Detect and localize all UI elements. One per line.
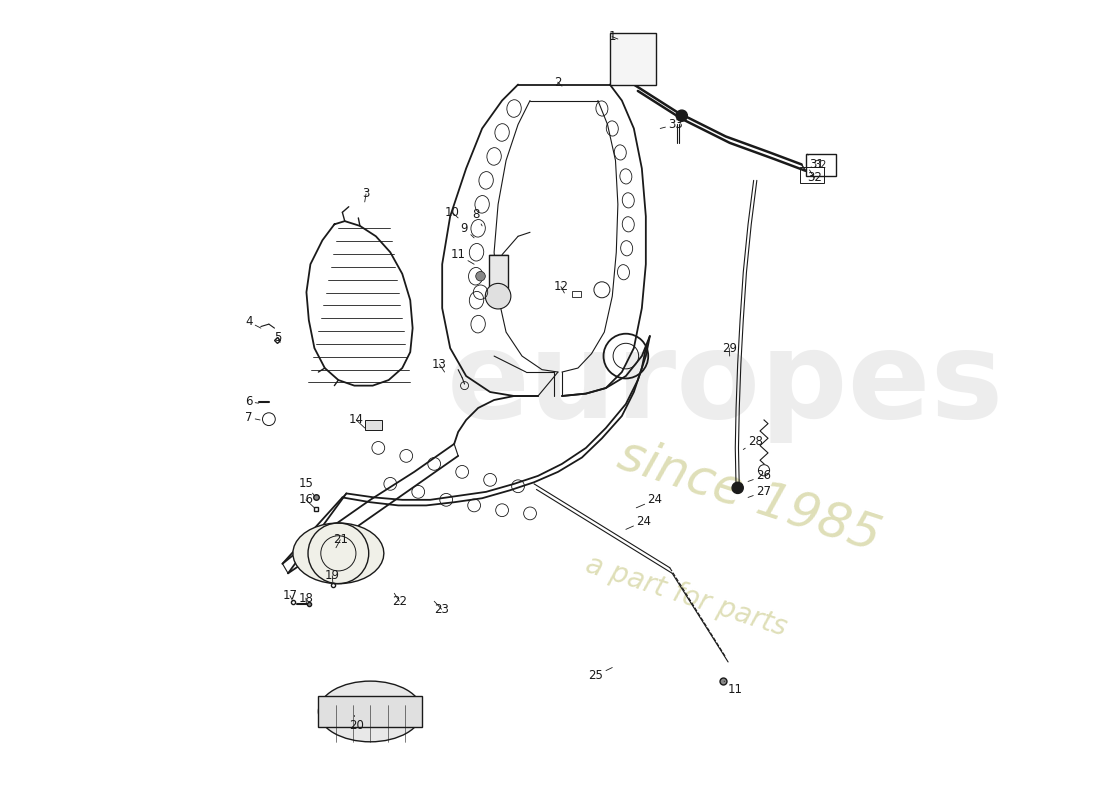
Text: 33: 33 [660,118,683,131]
Ellipse shape [318,681,422,742]
Bar [365,420,383,430]
Text: 17: 17 [283,589,297,602]
Circle shape [676,110,688,122]
Text: 7: 7 [245,411,260,424]
Text: 5: 5 [275,331,282,344]
Text: 19: 19 [324,569,340,582]
Text: 11: 11 [450,248,474,264]
Polygon shape [293,523,384,584]
Bar [488,254,508,290]
Text: 12: 12 [553,280,569,293]
Text: 6: 6 [245,395,258,408]
Bar [572,290,581,297]
Text: 32: 32 [814,160,827,170]
Text: since 1985: since 1985 [613,430,887,561]
Text: 9: 9 [461,222,474,238]
Circle shape [733,482,744,494]
Text: 25: 25 [588,667,613,682]
Text: 8: 8 [473,208,482,226]
Text: 10: 10 [444,206,460,219]
Text: 13: 13 [432,358,447,372]
Text: 1: 1 [608,30,618,43]
Bar [805,154,836,176]
Text: 29: 29 [722,342,737,356]
Text: 11: 11 [724,681,743,695]
Text: 15: 15 [298,478,315,496]
Text: 4: 4 [245,315,261,328]
Circle shape [485,283,510,309]
Bar [318,696,422,726]
Text: 22: 22 [392,594,407,608]
Text: 28: 28 [744,435,763,450]
Text: 2: 2 [554,76,562,89]
Text: 23: 23 [434,602,449,616]
Text: 24: 24 [626,515,651,530]
Text: 14: 14 [349,414,365,428]
Text: 26: 26 [748,470,771,482]
Text: a part for parts: a part for parts [582,550,790,642]
Circle shape [475,271,485,281]
Text: 3: 3 [362,187,370,202]
Text: 24: 24 [636,494,662,508]
Text: 21: 21 [333,534,348,548]
Text: 27: 27 [748,486,771,498]
Text: 20: 20 [349,715,364,732]
Text: 31: 31 [807,154,824,171]
Text: 32: 32 [807,170,822,185]
Bar [609,33,657,85]
Text: europes: europes [447,326,1004,442]
Text: 16: 16 [298,494,315,508]
Text: 18: 18 [298,591,314,605]
